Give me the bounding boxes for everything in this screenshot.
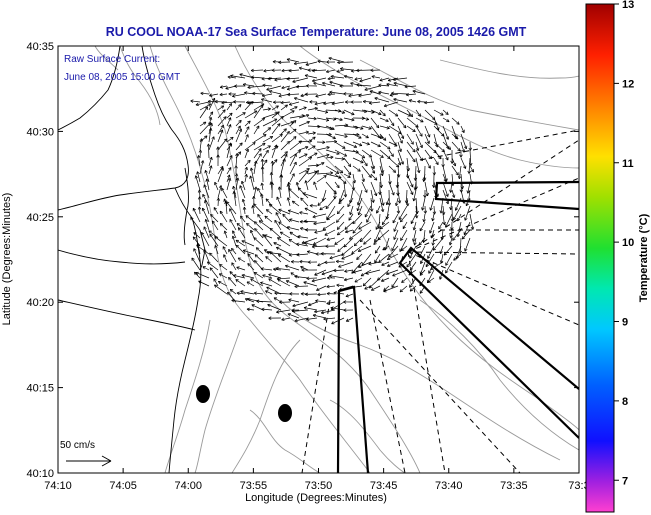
x-axis-label: Longitude (Degrees:Minutes) [245, 492, 387, 504]
y-tick-label: 40:15 [26, 383, 54, 395]
coastline [58, 46, 206, 473]
x-tick-label: 73:45 [370, 480, 398, 492]
y-tick-label: 40:20 [26, 297, 54, 309]
colorbar-tick-label: 8 [622, 396, 628, 408]
y-tick-label: 40:30 [26, 126, 54, 138]
y-axis-label: Latitude (Degrees:Minutes) [1, 193, 13, 326]
x-tick-label: 74:05 [109, 480, 137, 492]
x-tick-label: 74:10 [44, 480, 72, 492]
y-tick-label: 40:10 [26, 468, 54, 480]
colorbar: 13 12 11 10 9 8 7 Temperature (°C) [585, 0, 650, 513]
y-tick-label: 40:25 [26, 212, 54, 224]
marker-dot [278, 404, 292, 422]
radial-lines [301, 129, 579, 473]
colorbar-tick-label: 7 [622, 475, 628, 487]
scale-arrow [66, 455, 112, 467]
colorbar-tick-label: 11 [622, 158, 634, 170]
annotation-line1: Raw Surface Current: [64, 54, 160, 65]
colorbar-tick-label: 12 [622, 78, 634, 90]
figure-title: RU COOL NOAA-17 Sea Surface Temperature:… [106, 25, 527, 39]
x-tick-label: 73:3 [568, 480, 589, 492]
x-axis: 74:10 74:05 74:00 73:55 73:50 73:45 73:40 73:35… [44, 46, 590, 492]
x-tick-label: 73:50 [305, 480, 333, 492]
colorbar-tick-label: 9 [622, 317, 628, 329]
y-axis: 40:35 40:30 40:25 40:20 40:15 40:10 [26, 41, 579, 480]
y-tick-label: 40:35 [26, 41, 54, 53]
x-tick-label: 73:35 [500, 480, 528, 492]
x-tick-label: 73:55 [240, 480, 268, 492]
surface-current-vectors [190, 56, 475, 325]
marker-dot [196, 385, 210, 403]
map-area: Raw Surface Current: June 08, 2005 15:00… [57, 45, 580, 474]
colorbar-tick-label: 13 [622, 0, 634, 11]
colorbar-gradient [585, 3, 615, 513]
colorbar-label: Temperature (°C) [638, 213, 650, 302]
scale-label: 50 cm/s [60, 440, 95, 451]
x-tick-label: 74:00 [174, 480, 202, 492]
colorbar-tick-label: 10 [622, 237, 634, 249]
annotation-line2: June 08, 2005 15:00 GMT [64, 72, 180, 83]
x-tick-label: 73:40 [435, 480, 463, 492]
